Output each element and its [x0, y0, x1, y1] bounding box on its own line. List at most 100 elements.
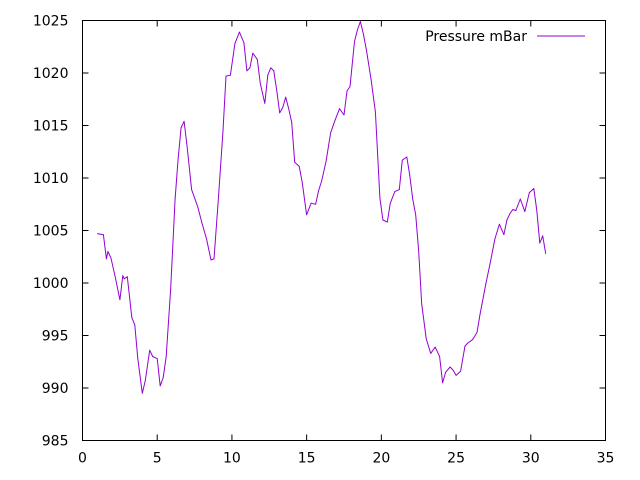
data-point	[434, 346, 436, 348]
data-point	[506, 219, 508, 221]
data-point	[103, 234, 104, 236]
data-point	[418, 251, 420, 252]
data-point	[106, 258, 107, 260]
data-point	[382, 219, 384, 221]
data-point	[325, 160, 327, 162]
data-point	[186, 146, 188, 147]
data-point	[449, 366, 451, 368]
data-point	[276, 90, 278, 92]
data-point	[318, 190, 319, 192]
data-point	[349, 86, 351, 87]
data-point	[524, 211, 526, 213]
data-point	[197, 206, 199, 207]
data-point	[545, 253, 547, 255]
x-tick-label: 0	[78, 451, 87, 467]
data-point	[346, 90, 348, 92]
legend: Pressure mBar	[425, 29, 585, 45]
data-point	[379, 197, 381, 199]
data-point	[442, 382, 443, 384]
x-tick-label: 35	[597, 451, 615, 467]
data-point	[394, 191, 396, 193]
series-layer	[97, 21, 547, 394]
data-point	[264, 103, 266, 104]
data-point	[343, 114, 345, 116]
data-point	[330, 132, 331, 134]
data-point	[412, 198, 414, 200]
data-point	[519, 198, 521, 200]
data-point	[409, 174, 411, 176]
data-point	[339, 108, 340, 110]
y-tick-label: 1000	[33, 276, 69, 292]
data-point	[191, 189, 193, 191]
data-point	[115, 277, 116, 279]
x-tick-label: 20	[372, 451, 390, 467]
data-point	[218, 196, 219, 198]
data-point	[476, 332, 478, 333]
data-point	[298, 166, 300, 167]
data-point	[119, 299, 121, 301]
data-point	[503, 234, 505, 236]
data-point	[479, 314, 481, 315]
data-point	[149, 349, 151, 351]
data-point	[542, 235, 544, 237]
x-tick-label: 15	[298, 451, 316, 467]
data-point	[131, 317, 133, 318]
data-point	[315, 203, 316, 205]
data-point	[301, 181, 303, 183]
data-point	[406, 156, 408, 158]
data-point	[159, 385, 161, 387]
data-point	[310, 202, 312, 204]
data-point	[467, 342, 469, 344]
data-point	[360, 21, 361, 22]
data-point	[533, 188, 535, 189]
series-line	[97, 21, 547, 394]
data-point	[156, 358, 158, 359]
x-tick-label: 10	[223, 451, 241, 467]
data-point	[528, 192, 530, 194]
y-tick-label: 990	[42, 381, 69, 397]
data-point	[210, 259, 212, 261]
data-point	[252, 52, 254, 54]
data-point	[398, 189, 400, 191]
data-point	[401, 159, 403, 161]
y-axis: 985 990 995 1000 1005 1010 1015 1020 1025	[33, 14, 606, 450]
data-point	[499, 223, 500, 225]
data-point	[213, 258, 215, 260]
data-point	[243, 42, 245, 43]
data-point	[194, 197, 196, 199]
data-point	[273, 70, 275, 72]
data-point	[230, 74, 231, 76]
data-point	[123, 278, 125, 280]
data-point	[201, 222, 203, 224]
data-point	[249, 67, 251, 69]
data-point	[415, 214, 417, 216]
y-tick-label: 1015	[33, 119, 69, 135]
data-point	[472, 339, 473, 341]
data-point	[464, 345, 466, 347]
data-point	[180, 127, 182, 128]
data-point	[225, 75, 227, 77]
data-point	[452, 369, 454, 371]
data-point	[239, 31, 240, 33]
data-point	[234, 43, 236, 44]
data-point	[370, 77, 372, 79]
data-point	[509, 213, 511, 215]
data-point	[430, 353, 432, 354]
data-point	[126, 276, 128, 278]
data-point	[144, 380, 146, 381]
data-point	[536, 210, 538, 212]
data-point	[439, 356, 440, 357]
data-point	[183, 120, 185, 122]
data-point	[162, 377, 164, 378]
data-point	[512, 209, 514, 210]
data-point	[306, 214, 307, 216]
y-tick-label: 985	[42, 434, 69, 450]
data-point	[97, 233, 98, 235]
y-tick-label: 995	[42, 329, 69, 345]
data-point	[107, 251, 109, 252]
data-point	[294, 161, 296, 163]
data-point	[460, 370, 461, 372]
data-point	[490, 261, 491, 263]
data-point	[256, 59, 258, 60]
